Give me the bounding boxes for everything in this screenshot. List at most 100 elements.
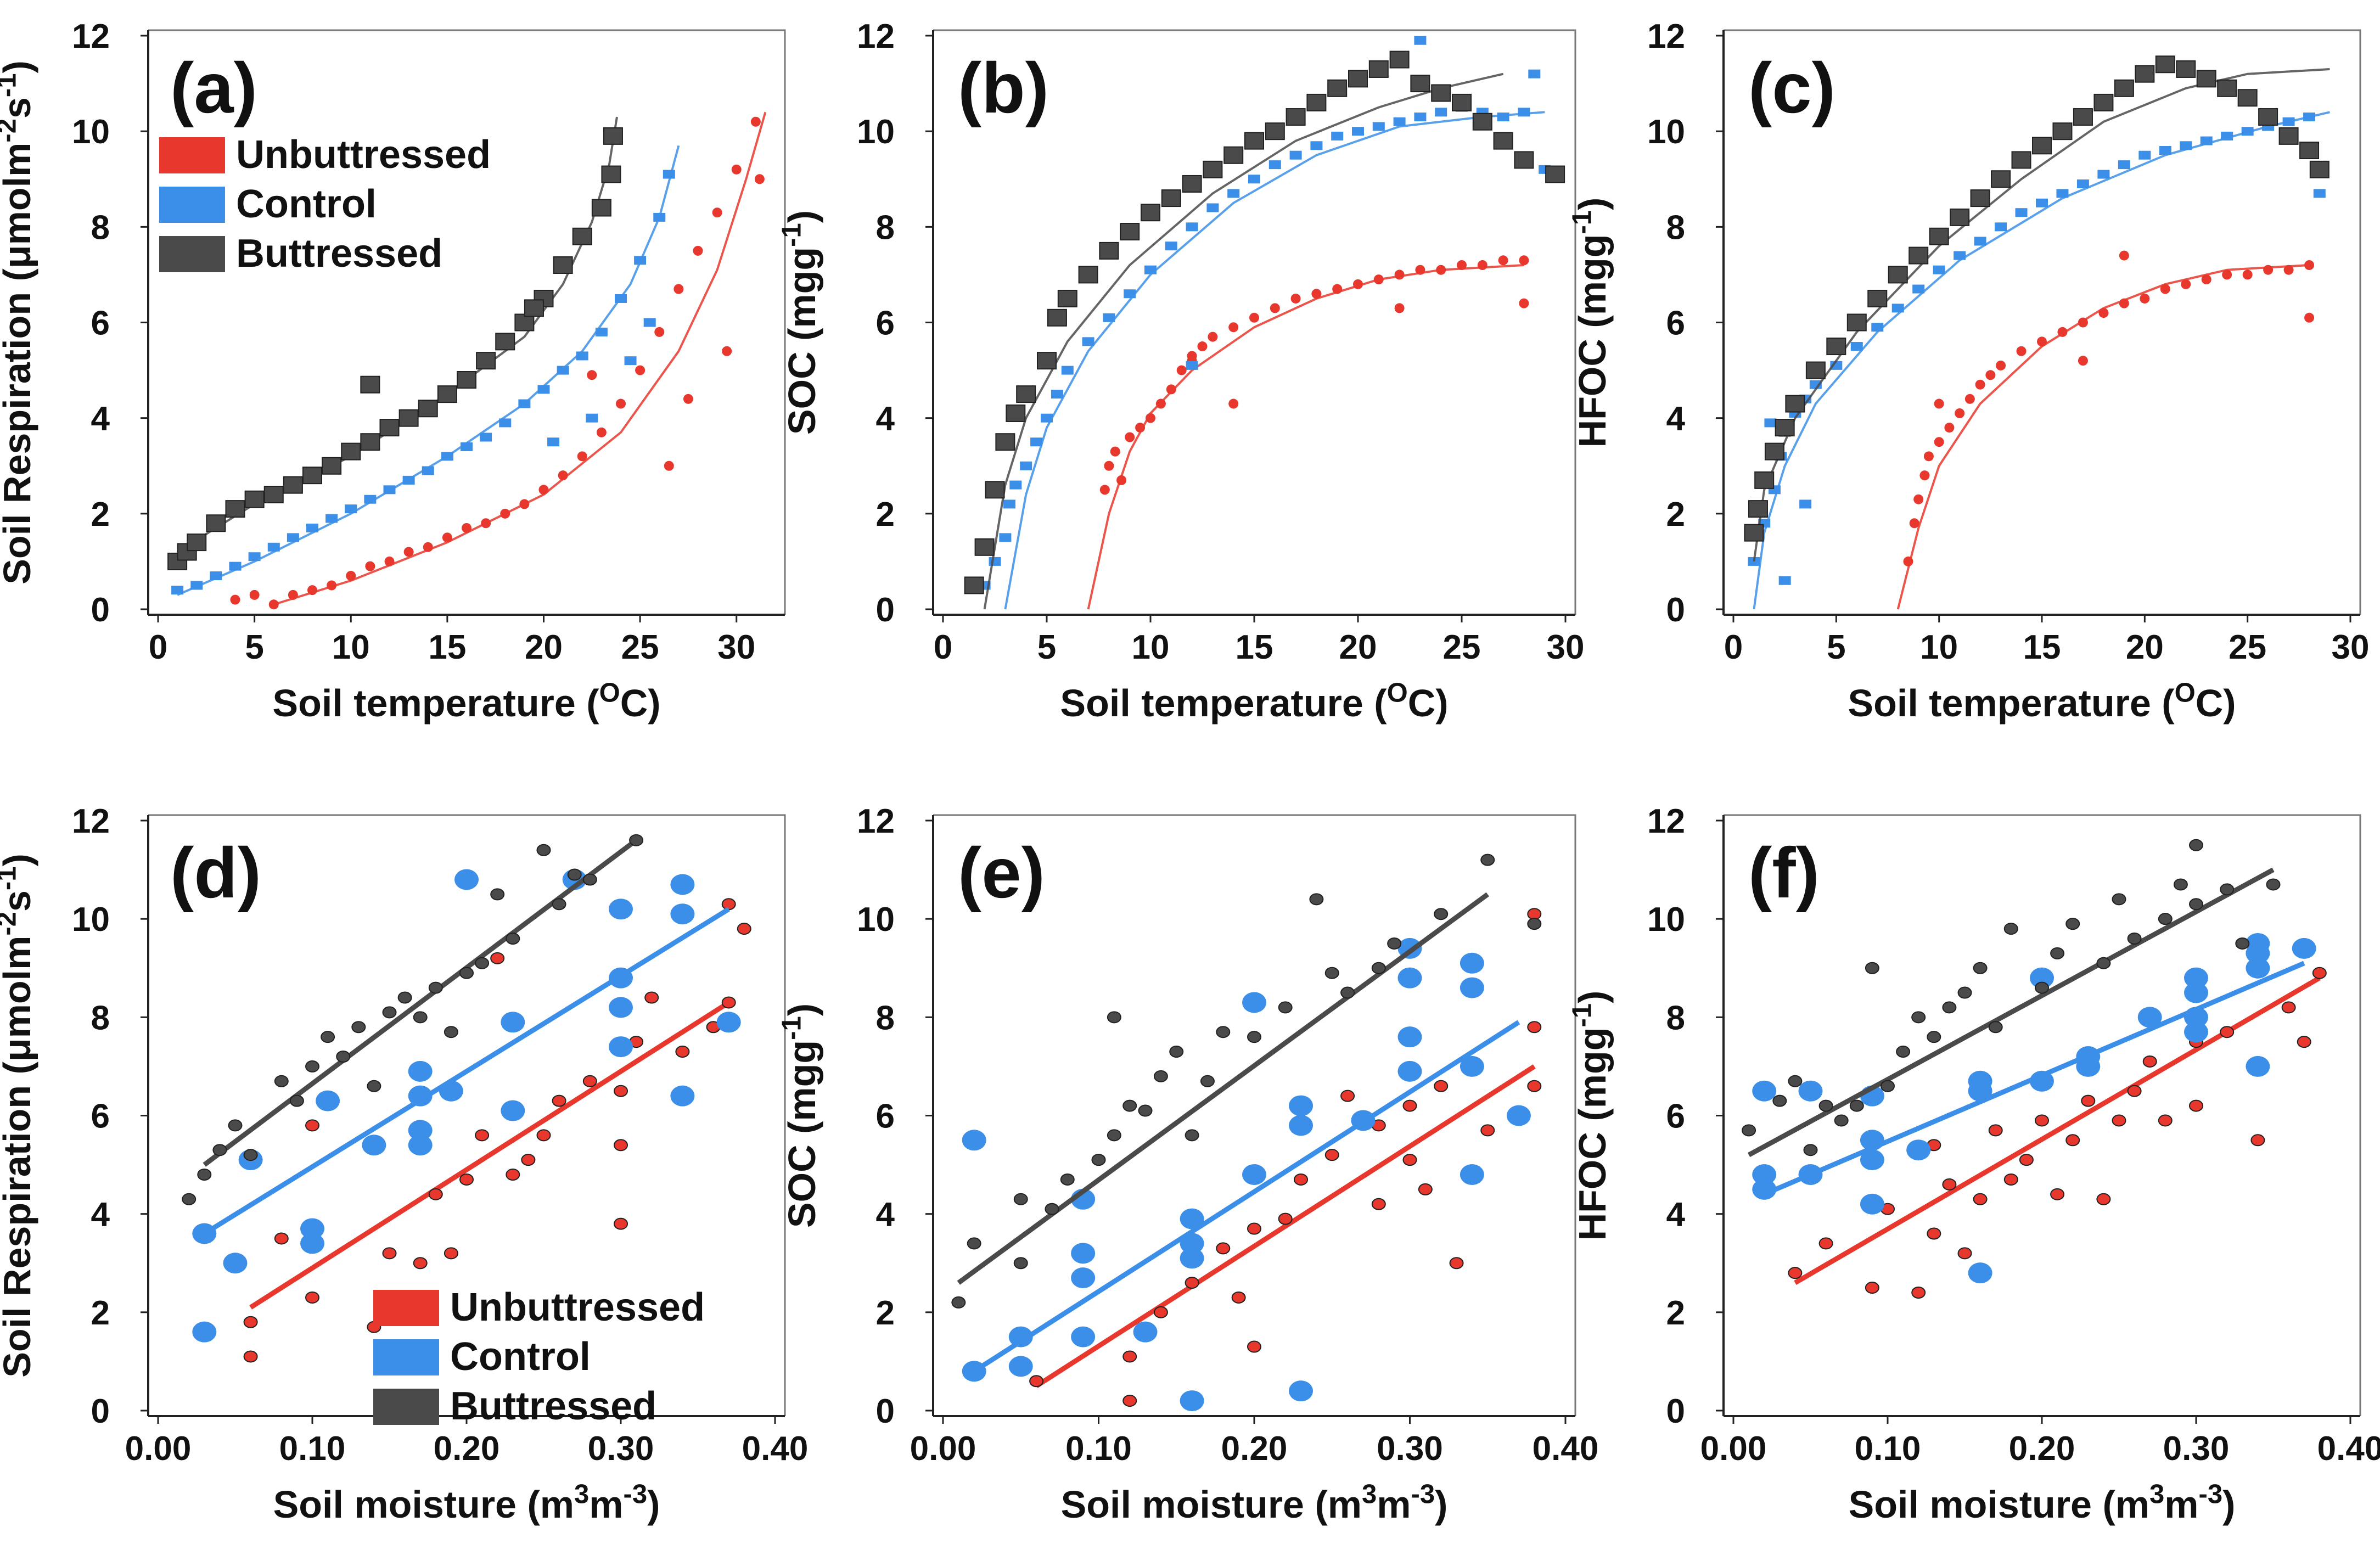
- data-point: [274, 1075, 289, 1087]
- data-point: [609, 967, 633, 989]
- data-point: [2258, 108, 2278, 126]
- data-point: [364, 495, 377, 504]
- data-point: [1957, 986, 1972, 999]
- data-point: [1394, 303, 1405, 313]
- data-point: [1352, 127, 1364, 136]
- panel-label: (f): [1748, 833, 1820, 913]
- data-point: [2217, 79, 2237, 97]
- data-point: [441, 452, 453, 461]
- data-point: [1309, 893, 1324, 906]
- data-point: [1460, 977, 1484, 998]
- fit-line-buttressed: [957, 892, 1489, 1285]
- panel-d: 0.00 0.10 0.20 0.30 0.40 0 2 4 6 8 10 12 Soil moistu…: [0, 802, 808, 1526]
- y-tick-label: 10: [72, 901, 110, 939]
- data-point: [1185, 1129, 1199, 1142]
- data-point: [519, 499, 530, 509]
- y-tick-label: 8: [876, 209, 895, 246]
- data-point: [964, 576, 984, 594]
- data-point: [1124, 289, 1136, 299]
- x-tick-label: 20: [525, 628, 563, 666]
- data-point: [2189, 1099, 2203, 1112]
- data-point: [754, 174, 765, 184]
- data-point: [2050, 1188, 2065, 1200]
- data-point: [243, 1350, 258, 1363]
- data-point: [1929, 227, 1949, 245]
- data-point: [1957, 1247, 1972, 1260]
- data-point: [989, 557, 1001, 566]
- data-point: [1289, 1380, 1314, 1402]
- y-tick-label: 0: [876, 591, 895, 629]
- plot-frame: [933, 29, 1576, 615]
- data-point: [999, 533, 1012, 542]
- data-point: [731, 164, 742, 175]
- x-tick-label: 0.20: [2009, 1430, 2075, 1468]
- data-point: [601, 165, 621, 183]
- data-point: [501, 1100, 525, 1121]
- x-tick-label: 0.40: [2317, 1430, 2380, 1468]
- data-point: [1290, 293, 1301, 304]
- data-point: [444, 1026, 458, 1038]
- data-point: [1973, 1193, 1988, 1205]
- data-point: [1125, 432, 1135, 442]
- data-point: [558, 470, 568, 481]
- data-point: [1991, 170, 2011, 188]
- y-tick-label: 4: [1666, 1196, 1686, 1234]
- data-point: [1146, 413, 1155, 423]
- data-point: [693, 245, 703, 256]
- data-point: [1506, 1105, 1531, 1126]
- data-point: [382, 1006, 397, 1019]
- data-point: [1393, 117, 1406, 126]
- data-point: [1434, 1080, 1449, 1092]
- data-point: [2312, 967, 2327, 979]
- y-tick-label: 4: [91, 400, 110, 438]
- data-point: [1860, 1193, 1884, 1215]
- legend-swatch-control: [373, 1339, 439, 1375]
- data-point: [1545, 165, 1565, 183]
- data-point: [2241, 127, 2254, 136]
- data-point: [2114, 79, 2134, 97]
- fit-line-unbuttressed: [273, 111, 767, 606]
- data-point: [459, 1173, 474, 1186]
- data-point: [1289, 150, 1302, 160]
- fit-line-control: [203, 907, 731, 1236]
- data-point: [1493, 132, 1513, 150]
- data-point: [1418, 1183, 1433, 1195]
- data-point: [2035, 1114, 2049, 1127]
- data-point: [2184, 1007, 2208, 1028]
- data-point: [537, 385, 550, 394]
- plot-frame: [148, 814, 786, 1416]
- series-unbuttressed: [230, 111, 767, 610]
- data-point: [603, 127, 623, 145]
- data-point: [1107, 1129, 1121, 1142]
- data-point: [664, 461, 674, 471]
- y-axis-title: HFOC (mgg-1): [1567, 198, 1614, 448]
- data-point: [2201, 274, 2211, 285]
- data-point: [1324, 1149, 1339, 1161]
- y-axis-title: Soil Respiration (μmolm-2s-1): [0, 60, 38, 585]
- x-tick-label: 0.20: [1221, 1430, 1288, 1468]
- panel-f: 0.00 0.10 0.20 0.30 0.40 0 2 4 6 8 10 12 Soil moistu…: [1567, 802, 2380, 1526]
- data-point: [2073, 108, 2093, 126]
- data-point: [2065, 918, 2080, 930]
- panel-label: (a): [170, 48, 257, 128]
- data-point: [1186, 361, 1198, 370]
- data-point: [2181, 279, 2191, 289]
- data-point: [1888, 266, 1908, 284]
- x-tick-label: 0.10: [279, 1430, 346, 1468]
- data-point: [1988, 1124, 2003, 1137]
- data-point: [1519, 255, 1529, 266]
- data-point: [1415, 265, 1425, 275]
- data-point: [1891, 304, 1904, 313]
- data-point: [2176, 60, 2196, 78]
- data-point: [1752, 1080, 1777, 1102]
- data-point: [2076, 179, 2089, 188]
- data-point: [2003, 923, 2018, 935]
- data-point: [1228, 398, 1239, 409]
- data-point: [1799, 499, 1812, 509]
- data-point: [1850, 342, 1863, 351]
- data-point: [1166, 384, 1176, 395]
- data-point: [1180, 1233, 1204, 1254]
- data-point: [1324, 967, 1339, 979]
- data-point: [2096, 957, 2111, 969]
- data-point: [2096, 1193, 2111, 1205]
